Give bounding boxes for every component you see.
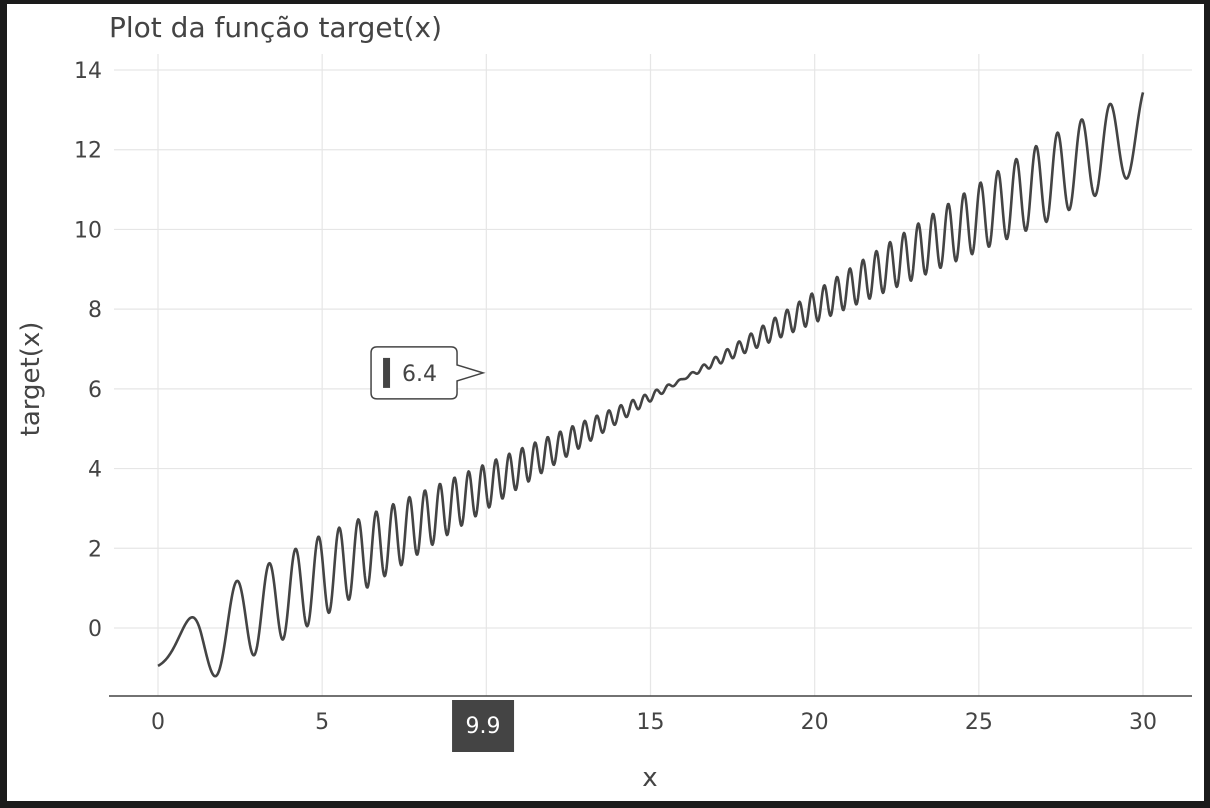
hover-x-box [452,700,515,752]
hover-legend-swatch [383,357,391,388]
x-tick-label: 20 [801,710,829,735]
hover-x-text: 9.9 [466,714,501,739]
y-tick-labels: 0 2 4 6 8 10 12 14 [74,59,102,642]
series-line-target[interactable] [157,92,1145,678]
y-tick-label: 6 [88,378,102,403]
hover-y-tooltip: 6.4 [370,346,486,400]
y-gridlines [114,69,1192,629]
y-axis-title: target(x) [16,322,46,437]
chart-panel: Plot da função target(x) 0 5 10 15 20 25 30 0 2… [7,4,1204,801]
chart-title: Plot da função target(x) [109,11,442,44]
x-tick-label: 15 [637,710,665,735]
y-tick-label: 12 [74,139,102,164]
hover-x-label: 9.9 [452,700,515,752]
x-tick-label: 5 [315,710,329,735]
y-tick-label: 14 [74,59,102,84]
hover-y-text: 6.4 [402,362,437,387]
y-tick-label: 2 [88,537,102,562]
x-tick-labels: 051015202530 [151,710,1157,735]
chart-svg[interactable]: Plot da função target(x) 0 5 10 15 20 25 30 0 2… [7,4,1204,801]
x-tick-label: 30 [1129,710,1157,735]
x-tick-label: 0 [151,710,165,735]
y-tick-label: 4 [88,458,102,483]
x-tick-label: 25 [965,710,993,735]
hover-tooltip-box [370,346,486,400]
y-tick-label: 0 [88,617,102,642]
y-tick-label: 10 [74,218,102,243]
y-tick-label: 8 [88,298,102,323]
x-gridlines [157,54,1144,696]
x-axis-title: x [642,763,657,793]
